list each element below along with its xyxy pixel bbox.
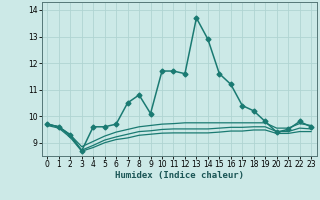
X-axis label: Humidex (Indice chaleur): Humidex (Indice chaleur) [115,171,244,180]
